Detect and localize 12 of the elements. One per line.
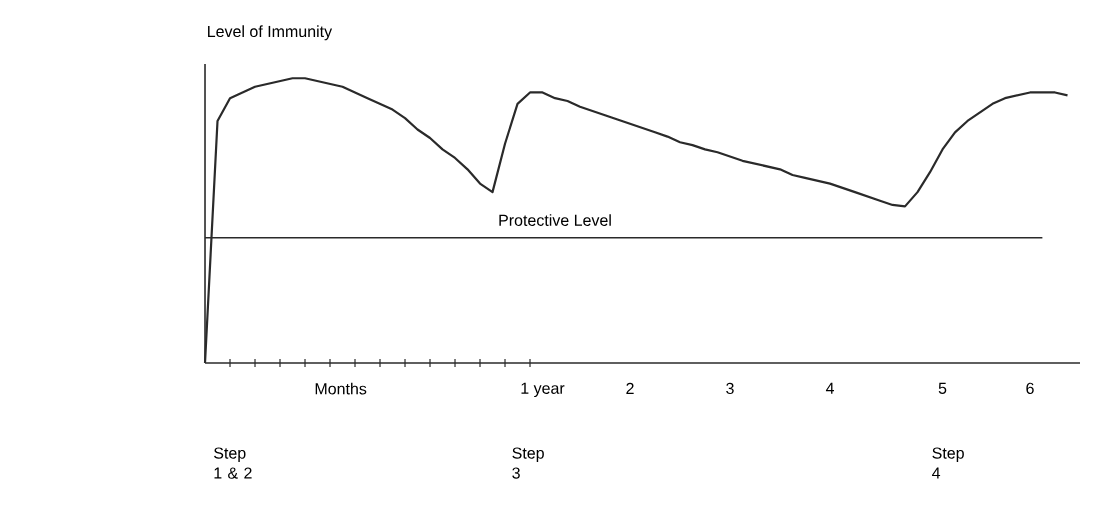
x-tick-label: 3 — [726, 382, 734, 395]
x-tick-label: 4 — [825, 382, 834, 394]
text: Step 3 — [512, 447, 544, 479]
x-tick-label: 6 — [1026, 382, 1034, 395]
x-tick-label: 2 — [626, 382, 634, 394]
x-axis-title: Months — [315, 382, 367, 395]
ref-line-label: Protective Level — [499, 214, 611, 226]
x-tick-label: 5 — [938, 382, 947, 394]
text: Step 1 & 2 — [214, 447, 252, 479]
y-axis-title: Level of Immunity — [208, 25, 333, 41]
text: Step 4 — [932, 447, 964, 479]
x-tick-label: 1 year — [521, 382, 565, 398]
